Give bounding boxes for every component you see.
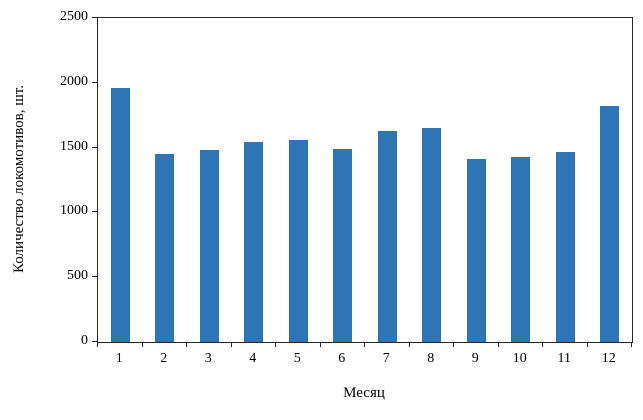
- y-tick-mark: [92, 81, 97, 83]
- plot-area: [97, 17, 633, 343]
- x-tick-mark: [275, 342, 276, 347]
- x-tick-mark: [141, 342, 143, 347]
- y-tick-mark: [92, 17, 97, 18]
- x-tick-mark: [542, 342, 543, 347]
- bar-month-6: [333, 148, 353, 342]
- y-tick-mark: [92, 211, 97, 213]
- x-tick-label: 1: [115, 351, 123, 366]
- y-tick-label: 500: [67, 268, 88, 284]
- x-tick-label: 12: [601, 351, 616, 366]
- x-tick-mark: [97, 342, 98, 347]
- bar-month-2: [155, 154, 175, 342]
- x-tick-mark: [453, 342, 454, 347]
- x-tick-label: 2: [160, 351, 168, 366]
- y-tick-label: 2500: [60, 9, 88, 24]
- y-tick-mark: [92, 146, 97, 148]
- bar-month-11: [555, 151, 575, 342]
- bar-month-9: [466, 159, 486, 342]
- y-tick-label: 0: [81, 333, 88, 348]
- y-tick-label: 1000: [60, 203, 88, 219]
- x-tick-mark: [364, 342, 365, 347]
- x-tick-label: 7: [382, 351, 390, 366]
- x-tick-mark: [497, 342, 499, 347]
- x-tick-label: 3: [204, 351, 212, 366]
- x-tick-mark: [230, 342, 232, 347]
- x-tick-mark: [586, 342, 588, 347]
- x-tick-mark: [631, 342, 632, 347]
- x-tick-label: 10: [512, 351, 527, 366]
- y-axis-label: Количество локомотивов, шт.: [11, 85, 27, 273]
- x-tick-label: 9: [471, 351, 479, 366]
- x-tick-mark: [319, 342, 321, 347]
- x-tick-label: 8: [427, 351, 435, 366]
- y-tick-label: 1500: [60, 138, 88, 154]
- bar-month-1: [110, 87, 130, 342]
- bar-month-8: [422, 128, 442, 342]
- bar-month-10: [511, 156, 531, 342]
- bar-month-3: [199, 150, 219, 342]
- x-tick-label: 11: [557, 351, 571, 366]
- y-tick-label: 2000: [60, 73, 88, 89]
- x-axis-label: Месяц: [343, 385, 385, 401]
- x-tick-mark: [186, 342, 187, 347]
- bar-month-4: [244, 142, 264, 342]
- bar-month-5: [288, 139, 308, 342]
- x-tick-label: 5: [293, 351, 301, 366]
- y-tick-mark: [92, 276, 97, 278]
- bar-month-12: [600, 106, 620, 342]
- x-tick-mark: [408, 342, 410, 347]
- x-tick-label: 4: [249, 351, 257, 366]
- x-tick-label: 6: [338, 351, 346, 366]
- y-tick-mark: [92, 341, 97, 342]
- bar-month-7: [377, 130, 397, 342]
